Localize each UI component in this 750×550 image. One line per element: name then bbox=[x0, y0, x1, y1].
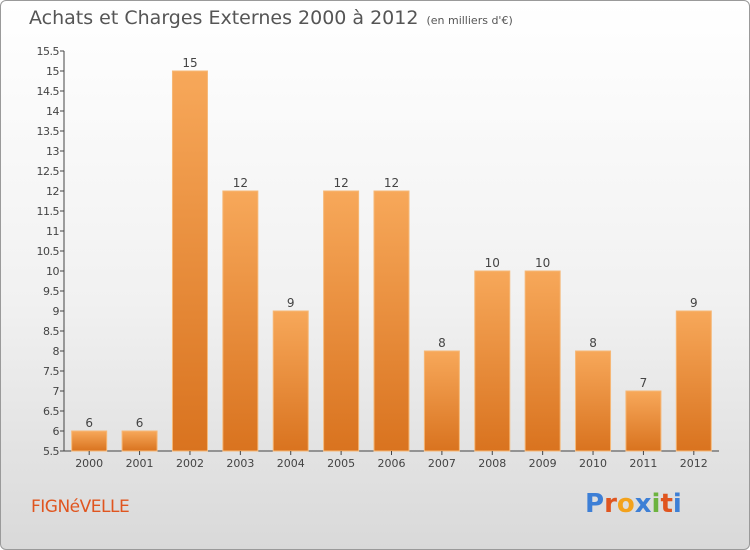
bar bbox=[272, 310, 309, 452]
x-tick-label: 2001 bbox=[126, 457, 154, 470]
chart-title: Achats et Charges Externes 2000 à 2012 bbox=[29, 7, 419, 29]
y-tick-label: 6 bbox=[53, 425, 60, 438]
data-label: 8 bbox=[589, 336, 597, 350]
data-label: 6 bbox=[136, 416, 144, 430]
logo-letter: r bbox=[604, 489, 617, 519]
commune-name: FIGNéVELLE bbox=[31, 497, 130, 517]
x-tick-label: 2006 bbox=[378, 457, 406, 470]
y-tick-label: 10.5 bbox=[37, 245, 60, 258]
x-tick-label: 2009 bbox=[529, 457, 557, 470]
proxiti-logo: Proxiti bbox=[585, 489, 682, 519]
bar bbox=[625, 390, 662, 452]
logo-letter: t bbox=[660, 489, 673, 519]
data-label: 15 bbox=[182, 56, 197, 70]
logo-letter: i bbox=[672, 489, 682, 519]
y-tick-label: 7 bbox=[53, 385, 60, 398]
y-tick-label: 7.5 bbox=[43, 365, 59, 378]
y-tick-label: 9.5 bbox=[43, 285, 59, 298]
x-tick-label: 2005 bbox=[327, 457, 355, 470]
y-tick-label: 8 bbox=[53, 345, 60, 358]
data-label: 9 bbox=[287, 296, 295, 310]
data-label: 12 bbox=[333, 176, 348, 190]
y-tick-label: 11.5 bbox=[37, 205, 60, 218]
title-row: Achats et Charges Externes 2000 à 2012 (e… bbox=[29, 7, 513, 29]
data-label: 12 bbox=[384, 176, 399, 190]
y-tick-label: 12.5 bbox=[37, 165, 60, 178]
bar bbox=[474, 270, 511, 452]
logo-letter: i bbox=[651, 489, 661, 519]
y-tick-label: 13.5 bbox=[37, 125, 60, 138]
bar bbox=[524, 270, 561, 452]
y-tick-label: 15.5 bbox=[37, 45, 60, 58]
logo-letter: x bbox=[634, 489, 652, 519]
bar bbox=[71, 430, 108, 452]
x-tick-label: 2004 bbox=[277, 457, 305, 470]
data-label: 10 bbox=[485, 256, 500, 270]
y-tick-label: 10 bbox=[46, 265, 59, 278]
x-tick-label: 2002 bbox=[176, 457, 204, 470]
x-tick-label: 2012 bbox=[680, 457, 708, 470]
bar bbox=[171, 70, 208, 452]
data-label: 6 bbox=[85, 416, 93, 430]
y-tick-label: 15 bbox=[46, 65, 59, 78]
bar bbox=[423, 350, 460, 452]
x-tick-label: 2000 bbox=[75, 457, 103, 470]
data-label: 12 bbox=[233, 176, 248, 190]
x-tick-label: 2008 bbox=[478, 457, 506, 470]
y-tick-label: 9 bbox=[53, 305, 60, 318]
bar bbox=[121, 430, 158, 452]
logo-letter: P bbox=[585, 489, 605, 519]
y-tick-label: 13 bbox=[46, 145, 59, 158]
y-tick-label: 6.5 bbox=[43, 405, 59, 418]
bar bbox=[323, 190, 360, 452]
y-tick-label: 12 bbox=[46, 185, 59, 198]
data-label: 10 bbox=[535, 256, 550, 270]
x-tick-label: 2007 bbox=[428, 457, 456, 470]
y-tick-label: 14 bbox=[46, 105, 59, 118]
y-tick-label: 14.5 bbox=[37, 85, 60, 98]
y-tick-label: 5.5 bbox=[43, 445, 59, 458]
x-tick-label: 2011 bbox=[629, 457, 657, 470]
data-label: 9 bbox=[690, 296, 698, 310]
bar bbox=[373, 190, 410, 452]
y-tick-label: 11 bbox=[46, 225, 59, 238]
chart-subtitle: (en milliers d'€) bbox=[426, 14, 513, 27]
data-label: 7 bbox=[640, 376, 648, 390]
bar bbox=[575, 350, 612, 452]
bar bbox=[675, 310, 712, 452]
bar bbox=[222, 190, 259, 452]
data-label: 8 bbox=[438, 336, 446, 350]
x-tick-label: 2003 bbox=[226, 457, 254, 470]
logo-letter: o bbox=[616, 489, 635, 519]
y-tick-label: 8.5 bbox=[43, 325, 59, 338]
x-tick-label: 2010 bbox=[579, 457, 607, 470]
